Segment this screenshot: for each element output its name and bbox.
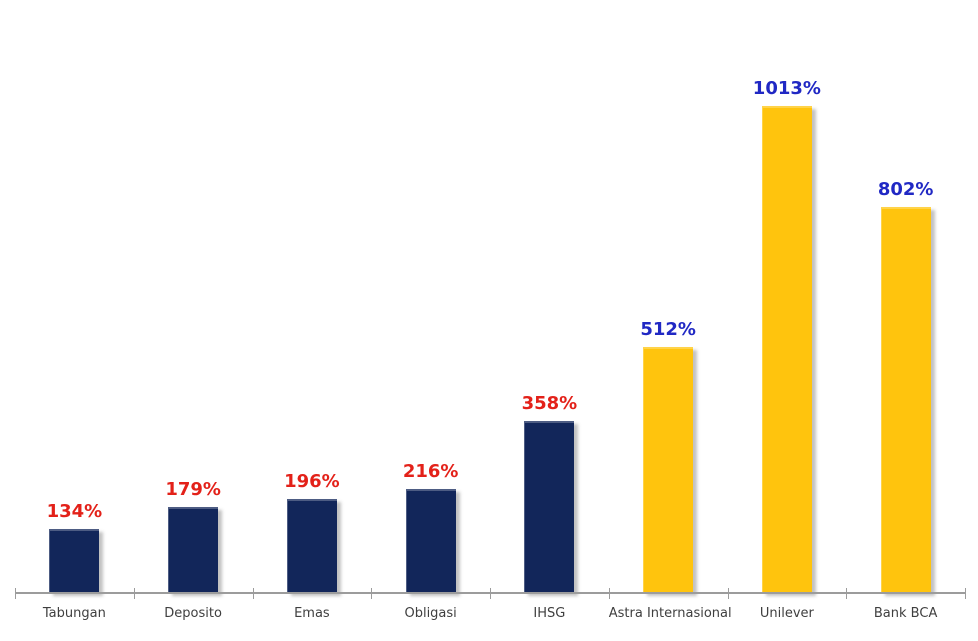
- category-label: Astra Internasional: [608, 606, 732, 621]
- value-label: 358%: [521, 393, 578, 414]
- x-axis-tick: [846, 588, 847, 599]
- category-label: Bank BCA: [873, 606, 938, 621]
- bar-ihsg: [524, 421, 575, 593]
- value-label: 1013%: [752, 78, 821, 99]
- category-label: Obligasi: [404, 606, 457, 621]
- bar-unilever: [761, 106, 812, 593]
- category-label: Tabungan: [42, 606, 106, 621]
- x-axis-tick: [965, 588, 966, 599]
- bar-tabungan: [49, 529, 100, 593]
- value-label: 216%: [402, 461, 459, 482]
- value-label: 512%: [640, 319, 696, 340]
- x-axis-tick: [15, 588, 16, 599]
- x-axis-tick: [134, 588, 135, 599]
- x-axis-tick: [609, 588, 610, 599]
- x-axis-tick: [253, 588, 254, 599]
- x-axis-tick: [490, 588, 491, 599]
- value-label: 802%: [877, 179, 934, 200]
- bar-bank-bca: [880, 207, 931, 593]
- bar-obligasi: [405, 489, 456, 593]
- x-axis-tick: [728, 588, 729, 599]
- bar-emas: [286, 499, 337, 593]
- category-label: Unilever: [759, 606, 814, 621]
- category-label: Deposito: [164, 606, 222, 621]
- category-label: IHSG: [533, 606, 566, 621]
- value-label: 179%: [165, 479, 221, 500]
- value-label: 196%: [284, 471, 340, 492]
- bar-deposito: [168, 507, 219, 593]
- category-label: Emas: [294, 606, 330, 621]
- value-label: 134%: [46, 501, 103, 522]
- x-axis-tick: [371, 588, 372, 599]
- bar-astra-internasional: [643, 347, 694, 593]
